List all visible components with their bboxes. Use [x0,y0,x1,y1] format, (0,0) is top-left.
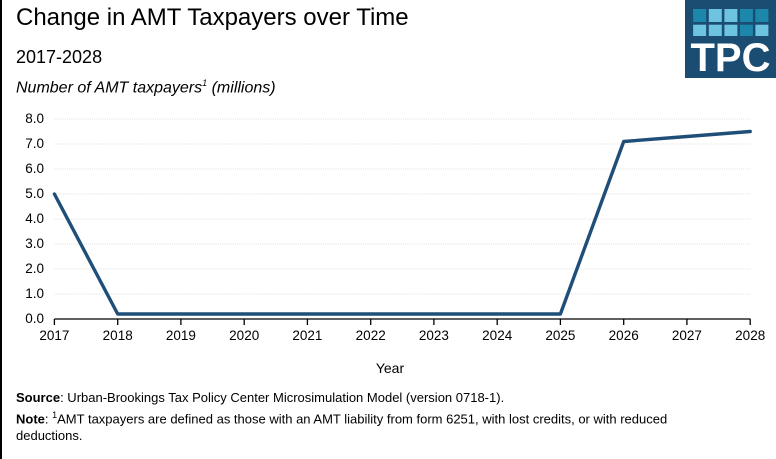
svg-text:4.0: 4.0 [25,211,44,226]
svg-text:7.0: 7.0 [25,136,44,151]
svg-text:2028: 2028 [735,328,765,343]
svg-text:2023: 2023 [419,328,449,343]
svg-text:5.0: 5.0 [25,186,44,201]
svg-text:3.0: 3.0 [25,236,44,251]
svg-text:2027: 2027 [672,328,702,343]
svg-text:0.0: 0.0 [25,311,44,326]
svg-text:6.0: 6.0 [25,161,44,176]
svg-text:2026: 2026 [609,328,639,343]
svg-text:2020: 2020 [229,328,259,343]
svg-text:2018: 2018 [103,328,133,343]
svg-text:2.0: 2.0 [25,261,44,276]
svg-text:8.0: 8.0 [25,111,44,126]
svg-text:2021: 2021 [292,328,322,343]
svg-text:2017: 2017 [39,328,69,343]
svg-text:2025: 2025 [545,328,575,343]
svg-text:2019: 2019 [166,328,196,343]
svg-text:2022: 2022 [356,328,386,343]
svg-text:TPC: TPC [691,36,771,78]
svg-text:2024: 2024 [482,328,513,343]
svg-text:1.0: 1.0 [25,286,44,301]
